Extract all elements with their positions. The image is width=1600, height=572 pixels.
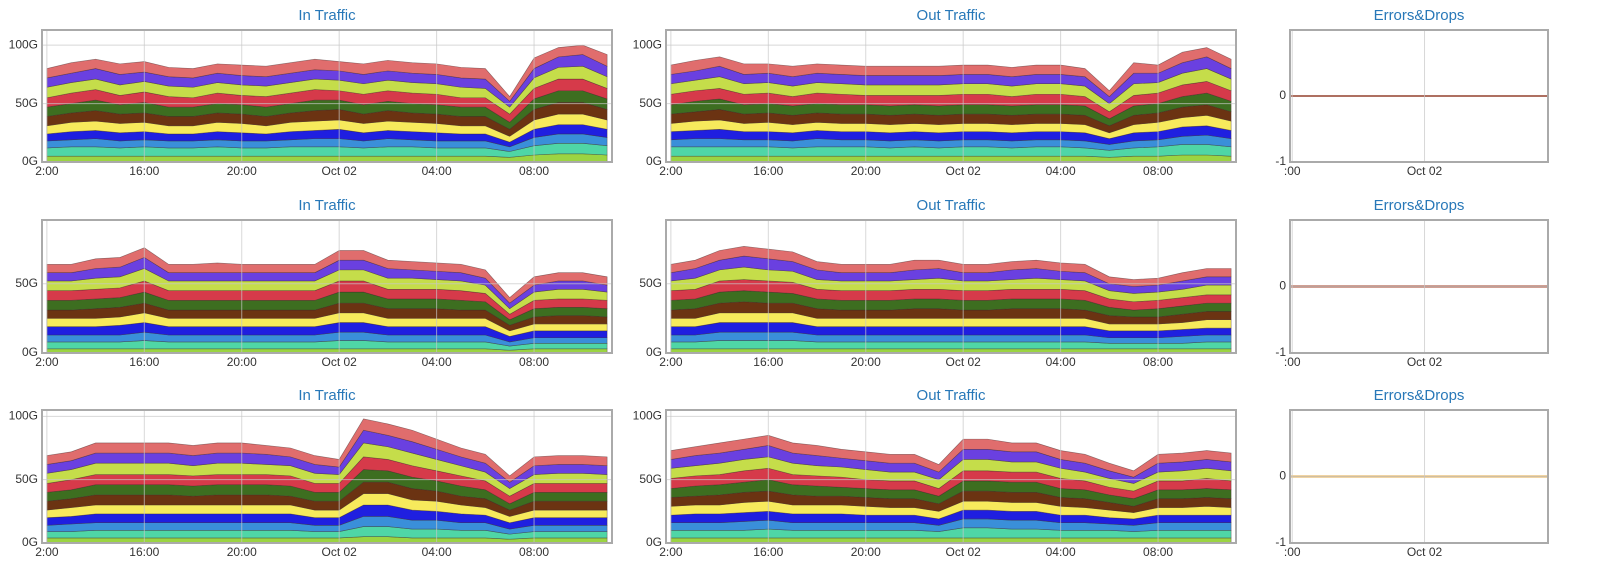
x-tick-label: 08:00 xyxy=(519,164,549,178)
plot-border xyxy=(41,409,613,544)
x-tick-label: Oct 02 xyxy=(321,164,357,178)
chart-title: In Traffic xyxy=(298,197,356,214)
y-tick-label: 50G xyxy=(15,96,38,110)
x-tick-label: 2:00 xyxy=(35,164,59,178)
x-tick-label: 20:00 xyxy=(851,164,881,178)
chart-panel: In Traffic 0G 50G 100G 2:00 16:00 20:00 Oct 02 0… xyxy=(9,387,613,559)
x-tick-label: Oct 02 xyxy=(321,545,357,559)
x-tick-label: 2:00 xyxy=(659,164,683,178)
chart-panel: Out Traffic 0G 50G 2:00 16:00 20:00 Oct 02 04:0… xyxy=(639,197,1237,369)
x-tick-label: 04:00 xyxy=(422,355,452,369)
x-tick-label: 20:00 xyxy=(851,545,881,559)
plot-border xyxy=(665,29,1237,163)
x-tick-label: 16:00 xyxy=(129,545,159,559)
x-tick-label: 08:00 xyxy=(1143,545,1173,559)
plot-border xyxy=(1289,219,1549,354)
plot-border xyxy=(41,219,613,354)
x-tick-label: Oct 02 xyxy=(1407,164,1443,178)
y-tick-label: 50G xyxy=(15,472,38,486)
chart-panel: Errors&Drops -1 0 :00 Oct 02 xyxy=(1275,7,1549,178)
x-tick-label: 20:00 xyxy=(227,164,257,178)
y-tick-label: 100G xyxy=(633,409,662,423)
plot-border xyxy=(665,219,1237,354)
chart-title: Out Traffic xyxy=(917,197,986,214)
x-tick-label: 2:00 xyxy=(659,545,683,559)
y-tick-label: 100G xyxy=(9,409,38,423)
x-tick-label: 20:00 xyxy=(227,545,257,559)
x-tick-label: 04:00 xyxy=(1046,545,1076,559)
y-tick-label: 0G xyxy=(646,535,662,549)
y-tick-label: 0 xyxy=(1279,88,1286,102)
plot-border xyxy=(1289,29,1549,163)
chart-title: Errors&Drops xyxy=(1374,197,1465,214)
y-tick-label: 100G xyxy=(633,37,662,51)
x-tick-label: 04:00 xyxy=(1046,355,1076,369)
x-tick-label: :00 xyxy=(1284,545,1301,559)
y-tick-label: 0G xyxy=(22,345,38,359)
chart-panel: Errors&Drops -1 0 :00 Oct 02 xyxy=(1275,387,1549,559)
x-tick-label: 04:00 xyxy=(422,545,452,559)
x-tick-label: 2:00 xyxy=(35,545,59,559)
chart-title: Errors&Drops xyxy=(1374,7,1465,24)
y-tick-label: -1 xyxy=(1275,345,1286,359)
chart-panel: In Traffic 0G 50G 2:00 16:00 20:00 Oct 02 04:00… xyxy=(15,197,613,369)
chart-title: Errors&Drops xyxy=(1374,387,1465,404)
x-tick-label: Oct 02 xyxy=(945,164,981,178)
x-tick-label: 2:00 xyxy=(35,355,59,369)
y-tick-label: 0 xyxy=(1279,279,1286,293)
x-tick-label: 04:00 xyxy=(422,164,452,178)
x-tick-label: Oct 02 xyxy=(1407,545,1443,559)
chart-title: Out Traffic xyxy=(917,387,986,404)
y-tick-label: 100G xyxy=(9,37,38,51)
x-tick-label: 08:00 xyxy=(519,355,549,369)
plot-border xyxy=(41,29,613,163)
y-tick-label: 0G xyxy=(646,345,662,359)
plot-area xyxy=(670,47,1232,162)
chart-panel: Out Traffic 0G 50G 100G 2:00 16:00 20:00 Oct 02… xyxy=(633,7,1237,178)
x-tick-label: 08:00 xyxy=(519,545,549,559)
x-tick-label: 2:00 xyxy=(659,355,683,369)
x-tick-label: 16:00 xyxy=(129,164,159,178)
x-tick-label: 20:00 xyxy=(851,355,881,369)
chart-panel: Out Traffic 0G 50G 100G 2:00 16:00 20:00 Oct 02… xyxy=(633,387,1237,559)
x-tick-label: 16:00 xyxy=(753,355,783,369)
x-tick-label: Oct 02 xyxy=(945,545,981,559)
x-tick-label: Oct 02 xyxy=(1407,355,1443,369)
plot-area xyxy=(670,435,1232,543)
x-tick-label: 04:00 xyxy=(1046,164,1076,178)
y-tick-label: 50G xyxy=(639,276,662,290)
y-tick-label: 0G xyxy=(646,154,662,168)
x-tick-label: :00 xyxy=(1284,355,1301,369)
x-tick-label: 08:00 xyxy=(1143,164,1173,178)
x-tick-label: 20:00 xyxy=(227,355,257,369)
plot-border xyxy=(665,409,1237,544)
y-tick-label: 50G xyxy=(639,472,662,486)
plot-area xyxy=(46,44,608,162)
x-tick-label: 08:00 xyxy=(1143,355,1173,369)
chart-title: In Traffic xyxy=(298,7,356,24)
x-tick-label: :00 xyxy=(1284,164,1301,178)
plot-area xyxy=(670,246,1232,353)
x-tick-label: 16:00 xyxy=(129,355,159,369)
x-tick-label: Oct 02 xyxy=(945,355,981,369)
x-tick-label: 16:00 xyxy=(753,164,783,178)
y-tick-label: 50G xyxy=(639,96,662,110)
y-tick-label: 0G xyxy=(22,535,38,549)
y-tick-label: -1 xyxy=(1275,535,1286,549)
x-tick-label: 16:00 xyxy=(753,545,783,559)
chart-panel: Errors&Drops -1 0 :00 Oct 02 xyxy=(1275,197,1549,369)
y-tick-label: 50G xyxy=(15,276,38,290)
chart-title: Out Traffic xyxy=(917,7,986,24)
y-tick-label: 0 xyxy=(1279,469,1286,483)
y-tick-label: 0G xyxy=(22,154,38,168)
plot-border xyxy=(1289,409,1549,544)
x-tick-label: Oct 02 xyxy=(321,355,357,369)
y-tick-label: -1 xyxy=(1275,154,1286,168)
chart-title: In Traffic xyxy=(298,387,356,404)
chart-panel: In Traffic 0G 50G 100G 2:00 16:00 20:00 Oct 02 0… xyxy=(9,7,613,178)
